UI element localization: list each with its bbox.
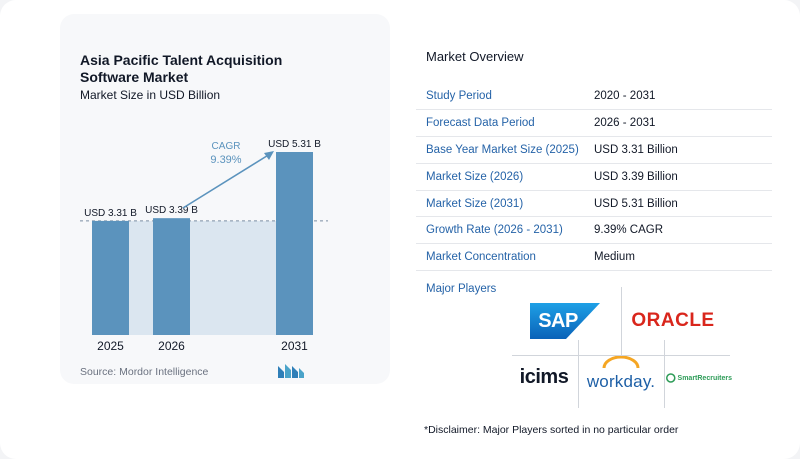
x-tick-label-2031: 2031 xyxy=(281,339,308,353)
sap-logo: SAP xyxy=(530,303,600,339)
bar-2026 xyxy=(153,218,190,335)
data-label-2031: USD 5.31 B xyxy=(268,139,321,150)
oracle-logo: ORACLE xyxy=(631,310,715,331)
mordor-logo-icon xyxy=(278,364,304,378)
overview-row: Growth Rate (2026 - 2031) 9.39% CAGR xyxy=(416,216,772,245)
overview-table: Study Period 2020 - 2031 Forecast Data Per… xyxy=(416,83,772,272)
overview-row: Study Period 2020 - 2031 xyxy=(416,83,772,111)
chart-subtitle: Market Size in USD Billion xyxy=(80,88,221,102)
overview-value: 9.39% CAGR xyxy=(586,216,772,245)
overview-key: Study Period xyxy=(416,83,586,111)
overview-row: Market Concentration Medium xyxy=(416,243,772,272)
disclaimer: *Disclaimer: Major Players sorted in no … xyxy=(424,424,679,436)
overview-value: USD 5.31 Billion xyxy=(586,190,772,218)
source-text: Source: Mordor Intelligence xyxy=(80,366,209,378)
grid-divider xyxy=(512,355,730,356)
overview-key: Growth Rate (2026 - 2031) xyxy=(416,216,586,245)
workday-arc-icon xyxy=(602,356,640,368)
overview-value: USD 3.39 Billion xyxy=(586,163,772,191)
grid-divider xyxy=(664,340,665,408)
cagr-value: 9.39% xyxy=(210,154,241,166)
overview-row: Market Size (2031) USD 5.31 Billion xyxy=(416,190,772,218)
overview-key: Base Year Market Size (2025) xyxy=(416,136,586,164)
overview-value: 2020 - 2031 xyxy=(586,83,772,111)
chart-title: Asia Pacific Talent Acquisition Software… xyxy=(80,52,283,85)
icims-logo: icims xyxy=(519,365,569,388)
grid-divider xyxy=(621,287,622,355)
overview-row: Market Size (2026) USD 3.39 Billion xyxy=(416,163,772,191)
cagr-label: CAGR xyxy=(212,141,241,152)
grid-divider xyxy=(578,340,579,408)
overview-value: USD 3.31 Billion xyxy=(586,136,772,164)
overview-key: Market Concentration xyxy=(416,243,586,272)
players-title: Major Players xyxy=(426,283,497,295)
cagr-arrowhead-icon xyxy=(264,151,274,160)
overview-key: Market Size (2026) xyxy=(416,163,586,191)
bar-chart: USD 3.31 B 2025 USD 3.39 B 2026 USD 5.31 B 20… xyxy=(80,139,328,353)
workday-logo: workday. xyxy=(582,356,660,396)
cagr-arrow-line xyxy=(182,153,271,209)
overview-key: Forecast Data Period xyxy=(416,109,586,138)
bar-2025 xyxy=(92,220,129,335)
data-label-2026: USD 3.39 B xyxy=(145,205,198,216)
smartrecruiters-icon xyxy=(666,373,676,383)
overview-key: Market Size (2031) xyxy=(416,190,586,218)
data-label-2025: USD 3.31 B xyxy=(84,208,137,219)
sap-logo-shape-icon xyxy=(530,303,600,339)
bar-2031 xyxy=(276,152,313,335)
sap-logo-text: SAP xyxy=(538,309,578,332)
x-tick-label-2026: 2026 xyxy=(158,339,185,353)
overview-title: Market Overview xyxy=(426,49,524,64)
overview-row: Forecast Data Period 2026 - 2031 xyxy=(416,109,772,138)
x-tick-label-2025: 2025 xyxy=(97,339,124,353)
smartrecruiters-logo: SmartRecruiters xyxy=(666,368,732,388)
overview-value: 2026 - 2031 xyxy=(586,109,772,138)
overview-value: Medium xyxy=(586,243,772,272)
overview-row: Base Year Market Size (2025) USD 3.31 Bil… xyxy=(416,136,772,164)
